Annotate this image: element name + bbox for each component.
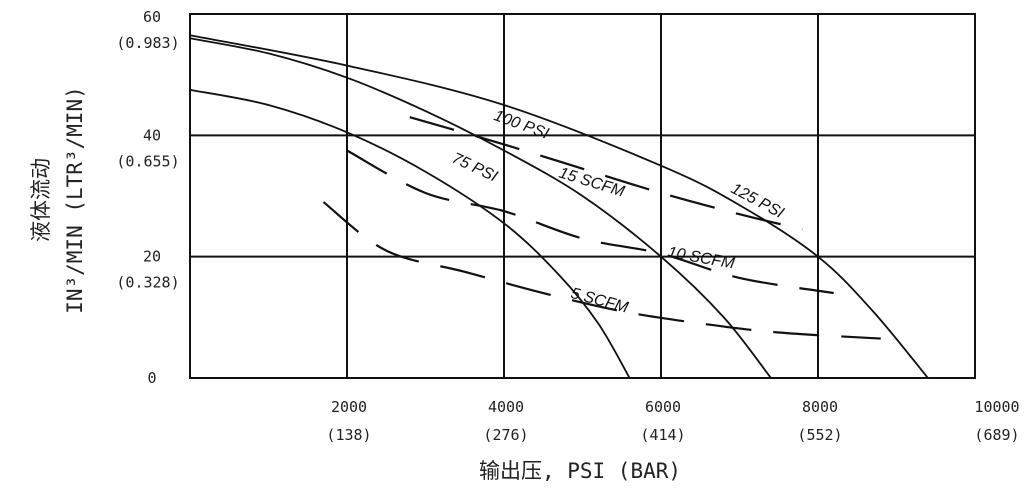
y-tick-label: 40: [143, 126, 161, 144]
y-axis-label: 液体流动 IN³/MIN (LTR³/MIN): [29, 86, 87, 314]
y-tick-sublabel: (0.983): [116, 34, 179, 52]
plot-frame: [189, 13, 976, 379]
x-axis-label: 输出压, PSI (BAR): [479, 459, 681, 483]
curve-label-10-scfm: 10 SCFM: [666, 244, 736, 273]
y-tick-label: 0: [147, 369, 156, 387]
x-tick-sublabel: (138): [326, 426, 371, 444]
data-series: [189, 34, 929, 379]
x-tick-sublabel: (414): [640, 426, 685, 444]
tick-labels: 2000 (138) 4000 (276) 6000 (414) 8000 (552) 1000…: [116, 8, 1019, 444]
x-tick-label: 6000: [645, 398, 681, 416]
curve-label-5-scfm: 5 SCFM: [569, 285, 631, 317]
x-tick-label: 4000: [488, 398, 524, 416]
grid-lines: [190, 14, 975, 378]
series-line-75-psi: [189, 88, 631, 379]
curve-label-100-psi: 100 PSI: [492, 107, 552, 143]
series-line-10-scfm: [346, 149, 834, 295]
x-tick-sublabel: (276): [483, 426, 528, 444]
x-tick-label: 10000: [974, 398, 1019, 416]
y-axis-label-line1: 液体流动: [29, 158, 53, 242]
curve-label-75-psi: 75 PSI: [449, 150, 500, 186]
y-tick-label: 60: [143, 8, 161, 26]
series-line-15-scfm: [409, 116, 803, 231]
curve-label-15-scfm: 15 SCFM: [557, 165, 627, 201]
x-tick-label: 2000: [331, 398, 367, 416]
y-tick-label: 20: [143, 248, 161, 266]
y-tick-sublabel: (0.328): [116, 274, 179, 292]
x-tick-sublabel: (552): [797, 426, 842, 444]
series-line-5-scfm: [322, 201, 881, 340]
x-tick-sublabel: (689): [974, 426, 1019, 444]
y-tick-sublabel: (0.655): [116, 152, 179, 170]
y-axis-label-line2: IN³/MIN (LTR³/MIN): [63, 86, 87, 314]
x-tick-label: 8000: [802, 398, 838, 416]
series-line-100-psi: [189, 37, 772, 379]
series-line-125-psi: [189, 34, 929, 379]
